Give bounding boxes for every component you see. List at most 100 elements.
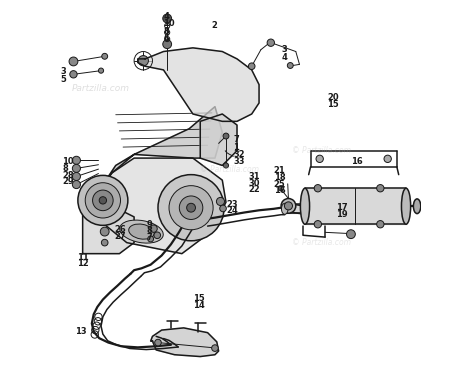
Polygon shape bbox=[138, 48, 259, 122]
Circle shape bbox=[102, 53, 108, 59]
Text: 8: 8 bbox=[63, 164, 68, 173]
Circle shape bbox=[158, 175, 224, 241]
Text: 28: 28 bbox=[63, 171, 74, 180]
Text: 2: 2 bbox=[211, 21, 217, 30]
Circle shape bbox=[85, 183, 120, 218]
Polygon shape bbox=[101, 106, 222, 188]
Circle shape bbox=[100, 227, 109, 236]
Text: 5: 5 bbox=[61, 75, 66, 84]
Circle shape bbox=[150, 225, 157, 232]
Text: 32: 32 bbox=[233, 150, 245, 159]
Text: 14: 14 bbox=[193, 301, 205, 310]
Text: 16: 16 bbox=[274, 186, 285, 195]
Text: 18: 18 bbox=[274, 173, 285, 182]
Circle shape bbox=[220, 205, 227, 212]
Circle shape bbox=[99, 196, 107, 204]
Text: 26: 26 bbox=[114, 225, 126, 234]
Text: 29: 29 bbox=[63, 177, 74, 186]
Text: 8: 8 bbox=[164, 27, 169, 36]
Text: 15: 15 bbox=[327, 100, 339, 109]
Ellipse shape bbox=[282, 203, 288, 214]
Text: 11: 11 bbox=[77, 253, 89, 262]
Circle shape bbox=[287, 63, 293, 68]
Text: 12: 12 bbox=[77, 260, 89, 268]
Circle shape bbox=[187, 203, 195, 212]
Polygon shape bbox=[285, 204, 303, 213]
Circle shape bbox=[316, 155, 323, 162]
Text: 16: 16 bbox=[351, 157, 363, 166]
Circle shape bbox=[223, 133, 229, 139]
Circle shape bbox=[267, 39, 274, 46]
Text: 20: 20 bbox=[327, 93, 338, 102]
Text: 10: 10 bbox=[63, 157, 74, 166]
Text: 33: 33 bbox=[233, 157, 245, 166]
Text: 8: 8 bbox=[147, 226, 153, 236]
Circle shape bbox=[377, 220, 384, 228]
Circle shape bbox=[179, 196, 203, 219]
Circle shape bbox=[92, 190, 113, 211]
Circle shape bbox=[163, 40, 172, 49]
Text: 13: 13 bbox=[74, 327, 86, 336]
Text: © Partzilla.com: © Partzilla.com bbox=[292, 146, 351, 155]
Circle shape bbox=[70, 70, 77, 78]
Circle shape bbox=[73, 156, 81, 164]
Ellipse shape bbox=[129, 224, 154, 239]
Circle shape bbox=[163, 14, 172, 23]
Text: 7: 7 bbox=[233, 135, 239, 144]
Circle shape bbox=[217, 197, 225, 206]
Text: © Partzilla.com: © Partzilla.com bbox=[292, 238, 351, 247]
Circle shape bbox=[279, 186, 283, 191]
Ellipse shape bbox=[119, 220, 163, 243]
Circle shape bbox=[154, 232, 161, 238]
Circle shape bbox=[138, 56, 148, 66]
Polygon shape bbox=[86, 158, 226, 254]
Text: 7: 7 bbox=[147, 233, 153, 242]
Text: Partzilla.com: Partzilla.com bbox=[72, 84, 130, 93]
Text: 6: 6 bbox=[164, 34, 169, 43]
Text: 21: 21 bbox=[274, 166, 285, 176]
Circle shape bbox=[69, 57, 78, 66]
Circle shape bbox=[73, 172, 81, 180]
Circle shape bbox=[155, 339, 161, 346]
Text: 19: 19 bbox=[336, 210, 348, 219]
Circle shape bbox=[346, 230, 356, 238]
Text: 3: 3 bbox=[281, 45, 287, 54]
Circle shape bbox=[223, 163, 228, 168]
Polygon shape bbox=[305, 188, 406, 224]
Circle shape bbox=[148, 236, 154, 242]
Circle shape bbox=[384, 155, 392, 162]
Circle shape bbox=[284, 202, 292, 210]
Text: 4: 4 bbox=[164, 12, 169, 21]
Ellipse shape bbox=[401, 188, 410, 224]
Ellipse shape bbox=[301, 188, 310, 224]
Text: 9: 9 bbox=[147, 220, 153, 229]
Text: 1: 1 bbox=[233, 142, 239, 152]
Text: © Partzilla.com: © Partzilla.com bbox=[200, 165, 259, 174]
Text: 23: 23 bbox=[226, 200, 237, 208]
Circle shape bbox=[281, 198, 296, 213]
Text: 4: 4 bbox=[281, 53, 287, 62]
Circle shape bbox=[73, 180, 81, 189]
Text: 15: 15 bbox=[193, 294, 205, 303]
Text: 17: 17 bbox=[336, 203, 348, 212]
Circle shape bbox=[78, 176, 128, 225]
Circle shape bbox=[101, 239, 108, 246]
Circle shape bbox=[314, 184, 321, 192]
Text: 25: 25 bbox=[274, 180, 285, 189]
Circle shape bbox=[73, 164, 81, 172]
Text: 30: 30 bbox=[248, 178, 260, 188]
Text: 27: 27 bbox=[114, 232, 126, 241]
Text: 22: 22 bbox=[248, 185, 260, 194]
Text: 24: 24 bbox=[226, 206, 238, 215]
Circle shape bbox=[99, 68, 104, 73]
Circle shape bbox=[169, 186, 213, 230]
Circle shape bbox=[248, 63, 255, 69]
Polygon shape bbox=[82, 210, 134, 254]
Circle shape bbox=[377, 184, 384, 192]
Ellipse shape bbox=[413, 199, 421, 214]
Circle shape bbox=[314, 220, 321, 228]
Text: 3: 3 bbox=[61, 67, 66, 76]
Text: 31: 31 bbox=[248, 172, 260, 181]
Polygon shape bbox=[151, 328, 219, 357]
Circle shape bbox=[212, 345, 218, 351]
